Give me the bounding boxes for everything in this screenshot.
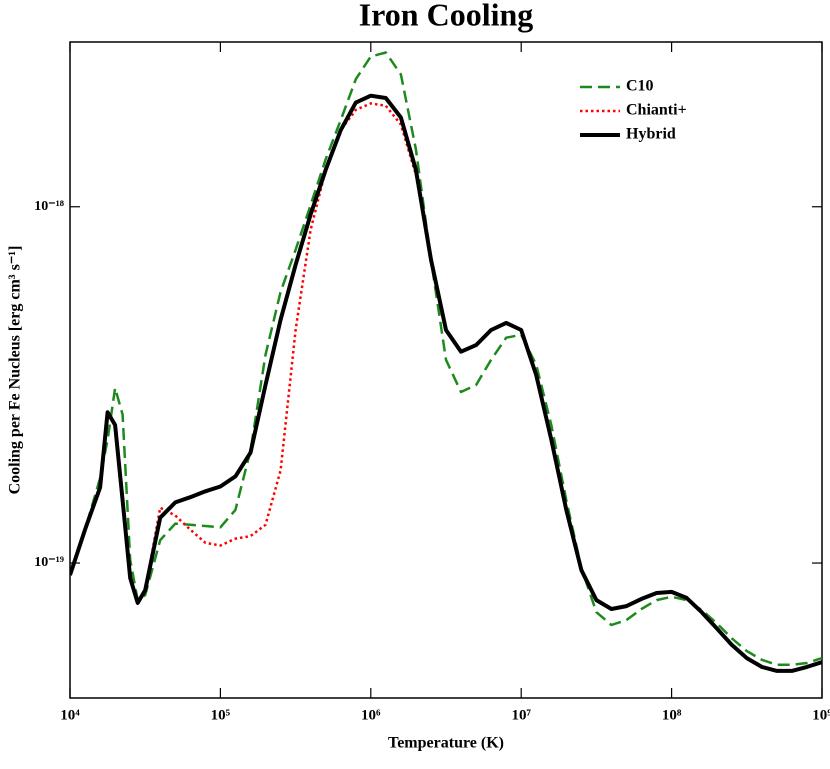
x-tick-label: 10⁴ <box>60 707 80 723</box>
x-axis-label: Temperature (K) <box>388 735 504 752</box>
legend-label: C10 <box>626 78 654 95</box>
x-tick-label: 10⁵ <box>211 707 231 723</box>
series-line <box>70 51 822 667</box>
x-tick-label: 10⁶ <box>361 707 381 723</box>
y-tick-label: 10⁻¹⁹ <box>34 555 64 570</box>
x-tick-label: 10⁹ <box>812 707 830 723</box>
y-tick-label: 10⁻¹⁸ <box>34 199 64 214</box>
x-tick-label: 10⁸ <box>662 707 682 723</box>
legend-label: Chianti+ <box>626 102 687 119</box>
series-line <box>70 102 822 673</box>
chart-title: Iron Cooling <box>359 0 534 32</box>
legend-label: Hybrid <box>626 126 676 143</box>
plot-frame <box>69 41 823 699</box>
x-tick-label: 10⁷ <box>511 707 531 723</box>
y-axis-label: Cooling per Fe Nucleus [erg cm³ s⁻¹] <box>7 246 24 495</box>
series-line <box>70 93 822 673</box>
